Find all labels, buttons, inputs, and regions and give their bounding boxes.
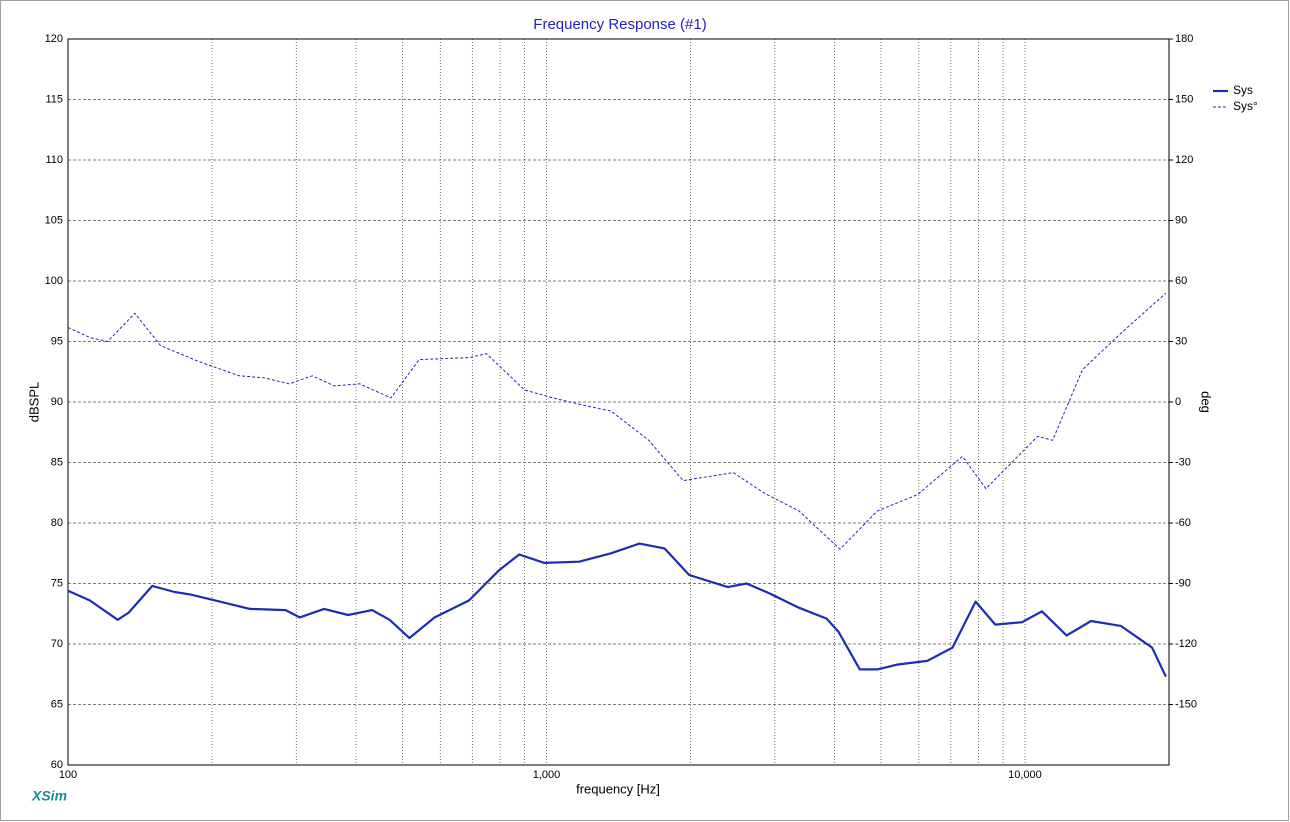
plot-area — [67, 38, 1170, 766]
series-line — [67, 542, 1167, 678]
y2-tick-label: 150 — [1175, 93, 1193, 105]
y2-tick-label: 90 — [1175, 214, 1187, 226]
y-tick-label: 115 — [45, 93, 63, 105]
y-tick-label: 95 — [51, 335, 63, 347]
chart-title: Frequency Response (#1) — [533, 16, 706, 33]
legend-label: Sys — [1233, 83, 1253, 97]
y-tick-label: 100 — [45, 275, 63, 287]
series-line — [67, 292, 1167, 550]
y-tick-label: 80 — [51, 517, 63, 529]
x-tick-label: 1,000 — [533, 769, 561, 781]
y-tick-label: 105 — [45, 214, 63, 226]
x-axis-label: frequency [Hz] — [576, 781, 660, 796]
y-tick-label: 75 — [51, 577, 63, 589]
y-tick-label: 120 — [45, 33, 63, 45]
y2-tick-label: 30 — [1175, 335, 1187, 347]
legend-label: Sys° — [1233, 99, 1258, 113]
x-tick-label: 100 — [59, 769, 77, 781]
y-tick-label: 60 — [51, 759, 63, 771]
brand: XSim — [31, 788, 67, 804]
y2-tick-label: 180 — [1175, 33, 1193, 45]
y2-axis-label: deg — [1199, 391, 1214, 413]
y-axis-label: dBSPL — [26, 382, 41, 422]
y-tick-label: 85 — [51, 456, 63, 468]
y-tick-label: 70 — [51, 638, 63, 650]
y2-tick-label: -90 — [1175, 577, 1191, 589]
y2-tick-label: 120 — [1175, 154, 1193, 166]
y2-tick-label: -120 — [1175, 638, 1197, 650]
y2-tick-label: -150 — [1175, 698, 1197, 710]
y2-tick-label: 0 — [1175, 396, 1181, 408]
y-tick-label: 90 — [51, 396, 63, 408]
y2-tick-label: 60 — [1175, 275, 1187, 287]
y2-tick-label: -60 — [1175, 517, 1191, 529]
y2-tick-label: -30 — [1175, 456, 1191, 468]
y-tick-label: 65 — [51, 698, 63, 710]
y-tick-label: 110 — [45, 154, 63, 166]
x-tick-label: 10,000 — [1008, 769, 1042, 781]
